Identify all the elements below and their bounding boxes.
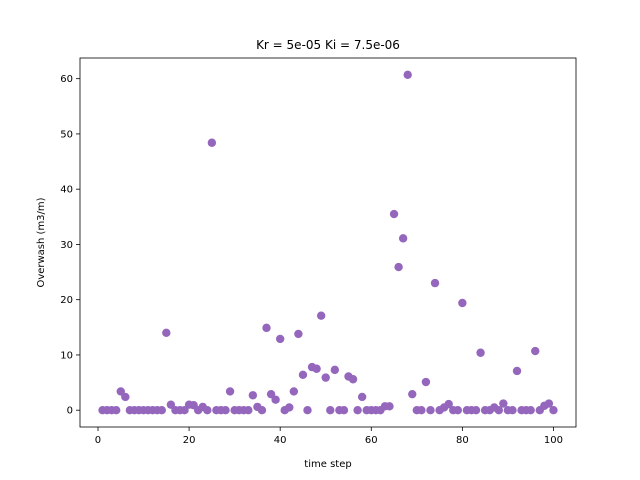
data-point <box>266 389 276 399</box>
data-point <box>157 406 166 415</box>
data-point <box>289 387 299 396</box>
data-point <box>221 406 230 415</box>
data-point <box>294 329 303 339</box>
data-point <box>430 278 440 288</box>
data-point <box>357 392 367 402</box>
data-point <box>298 370 308 380</box>
plot-frame <box>79 57 577 428</box>
data-point <box>494 406 503 415</box>
data-point <box>162 328 171 338</box>
x-tick-label: 40 <box>274 435 287 446</box>
y-axis-label: Overwash (m3/m) <box>36 197 47 287</box>
data-point <box>531 346 540 356</box>
data-point <box>421 377 431 387</box>
data-point <box>389 209 399 219</box>
data-point <box>398 234 408 243</box>
data-point <box>248 391 258 400</box>
y-tick-label: 10 <box>60 350 73 361</box>
data-point <box>225 387 235 396</box>
data-point <box>408 389 417 399</box>
data-point <box>512 366 522 376</box>
data-points <box>98 70 558 415</box>
data-point <box>303 406 312 415</box>
data-point <box>326 406 335 415</box>
x-tick-label: 20 <box>183 435 196 446</box>
x-axis-ticks: 0 20 40 60 80 100 <box>95 427 563 446</box>
data-point <box>116 387 125 396</box>
data-point <box>348 375 358 384</box>
x-tick-label: 100 <box>544 435 563 446</box>
data-point <box>476 348 485 357</box>
y-tick-label: 50 <box>60 129 73 140</box>
data-point <box>285 403 294 412</box>
data-point <box>321 373 330 382</box>
y-tick-label: 0 <box>67 406 73 417</box>
data-point <box>207 138 217 147</box>
x-axis-label: time step <box>304 459 351 470</box>
data-point <box>471 406 481 415</box>
data-point <box>394 262 403 272</box>
data-point <box>403 70 412 80</box>
data-point <box>549 406 558 415</box>
data-point <box>312 364 321 373</box>
data-point <box>203 406 212 415</box>
data-point <box>426 406 435 415</box>
data-point <box>244 406 253 415</box>
data-point <box>316 311 326 320</box>
x-tick-label: 0 <box>95 435 101 446</box>
data-point <box>544 399 554 408</box>
data-point <box>166 400 176 409</box>
data-point <box>112 406 121 415</box>
data-point <box>257 406 267 415</box>
plot-area <box>80 58 576 427</box>
y-tick-label: 30 <box>60 240 73 251</box>
data-point <box>353 406 362 415</box>
y-axis-ticks: 0 10 20 30 40 50 60 <box>60 74 80 417</box>
data-point <box>180 406 189 415</box>
data-point <box>330 365 340 375</box>
data-point <box>385 402 394 411</box>
data-point <box>453 406 463 415</box>
y-tick-label: 40 <box>60 185 73 196</box>
data-point <box>339 406 349 415</box>
data-point <box>526 406 535 415</box>
data-point <box>417 406 426 415</box>
data-point <box>458 298 467 308</box>
data-point <box>275 334 285 344</box>
y-tick-label: 60 <box>60 74 73 85</box>
data-point <box>508 406 517 415</box>
chart-title: Kr = 5e-05 Ki = 7.5e-06 <box>256 38 400 52</box>
data-point <box>444 399 453 409</box>
data-point <box>271 395 280 404</box>
data-point <box>499 399 508 408</box>
x-tick-label: 80 <box>456 435 469 446</box>
data-point <box>121 392 130 402</box>
x-tick-label: 60 <box>365 435 378 446</box>
y-tick-label: 20 <box>60 295 73 306</box>
data-point <box>262 323 271 333</box>
